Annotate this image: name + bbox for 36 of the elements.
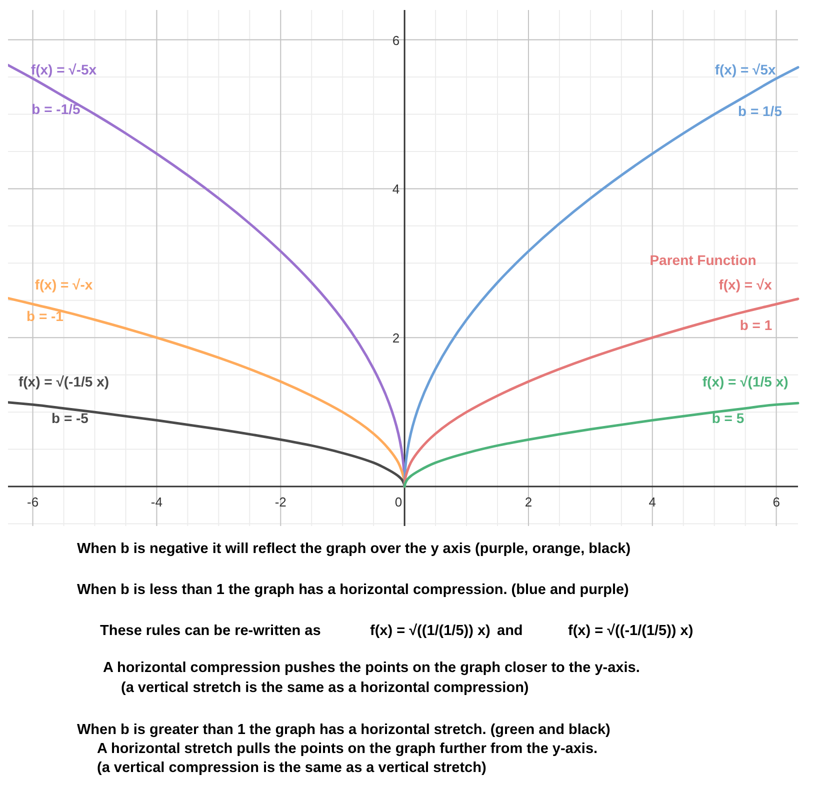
text: When b is negative it will reflect the graph over the y axis (purple, orange, black): [77, 541, 631, 557]
text: (a vertical compression is the same as a vertical stretch): [97, 760, 486, 776]
annotation: b = 1/5: [738, 103, 782, 119]
annotation: b = -1: [26, 308, 64, 324]
y-tick-label: 6: [392, 32, 400, 48]
text: f(x) = √((-1/(1/5)) x): [568, 623, 694, 639]
x-tick-label: 4: [648, 494, 656, 510]
x-tick-label: 0: [394, 494, 402, 510]
x-tick-label: 6: [772, 494, 780, 510]
annotation: b = -5: [52, 410, 89, 426]
series-label: f(x) = √(-1/5 x): [18, 373, 110, 390]
x-tick-label: -2: [274, 494, 286, 510]
series-label: f(x) = √(1/5 x): [702, 373, 788, 390]
x-tick-label: 2: [524, 494, 532, 510]
text: When b is greater than 1 the graph has a horizontal stretch. (green and black): [77, 722, 611, 738]
text: When b is less than 1 the graph has a horizontal compression. (blue and purple): [77, 582, 630, 598]
line-series: [403, 402, 800, 488]
text: f(x) = √((1/(1/5)) x): [370, 623, 491, 639]
series-label: f(x) = √-x: [34, 276, 93, 293]
text: These rules can be re-written as: [100, 623, 321, 639]
annotation: b = 5: [712, 410, 744, 426]
annotation: b = -1/5: [32, 101, 81, 117]
series-label: f(x) = √x: [718, 276, 772, 293]
annotation: Parent Function: [650, 252, 756, 268]
series-label: f(x) = √-5x: [30, 61, 97, 78]
annotation: b = 1: [740, 317, 772, 333]
y-tick-label: 2: [392, 330, 400, 346]
series-label: f(x) = √5x: [714, 61, 776, 78]
text: A horizontal stretch pulls the points on the graph further from the y-axis.: [97, 741, 598, 757]
text: A horizontal compression pushes the points on the graph closer to the y-axis.: [103, 660, 640, 676]
y-tick-label: 4: [392, 182, 400, 197]
text: (a vertical stretch is the same as a horizontal compression): [121, 680, 529, 696]
text: and: [497, 623, 523, 639]
x-tick-label: -4: [150, 494, 162, 510]
line-series: [8, 401, 406, 488]
x-tick-label: -6: [27, 494, 39, 510]
